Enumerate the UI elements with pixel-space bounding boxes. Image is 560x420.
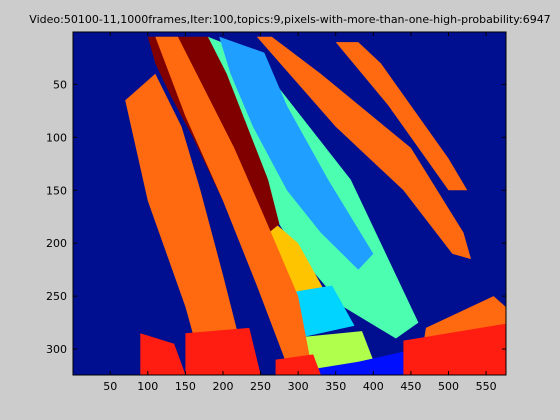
region-red-15 [140, 333, 186, 375]
y-tick-label: 250 [46, 290, 67, 303]
x-tick-label: 550 [476, 380, 497, 393]
x-tick-label: 400 [363, 380, 384, 393]
region-blue-5 [305, 349, 426, 375]
x-tick-label: 50 [103, 380, 117, 393]
y-tick-label: 200 [46, 237, 67, 250]
x-axis: 50 100 150 200 250 300 350 400 450 500 550 [103, 32, 497, 393]
region-orange-7 [125, 73, 242, 375]
x-tick-label: 500 [438, 380, 459, 393]
x-tick-label: 300 [288, 380, 309, 393]
region-orange-9 [256, 36, 471, 260]
x-tick-label: 150 [175, 380, 196, 393]
chart-title: Video:50100-11,1000frames,Iter:100,topic… [29, 13, 550, 26]
region-sky-1 [219, 36, 374, 270]
plot-frame [72, 31, 507, 376]
region-orange-8 [155, 36, 314, 375]
region-orange-10 [335, 42, 468, 191]
x-tick-label: 350 [325, 380, 346, 393]
region-red-14 [185, 327, 261, 375]
y-tick-label: 300 [46, 343, 67, 356]
y-tick-label: 100 [46, 131, 67, 144]
region-red-13 [403, 323, 506, 375]
y-axis: 50 100 150 200 250 300 [46, 78, 506, 356]
x-tick-label: 450 [400, 380, 421, 393]
x-tick-label: 100 [137, 380, 158, 393]
topic-regions [125, 36, 506, 375]
x-tick-label: 200 [212, 380, 233, 393]
x-tick-label: 250 [250, 380, 271, 393]
region-red-12 [275, 354, 321, 375]
y-tick-label: 50 [53, 78, 67, 91]
y-tick-label: 150 [46, 184, 67, 197]
